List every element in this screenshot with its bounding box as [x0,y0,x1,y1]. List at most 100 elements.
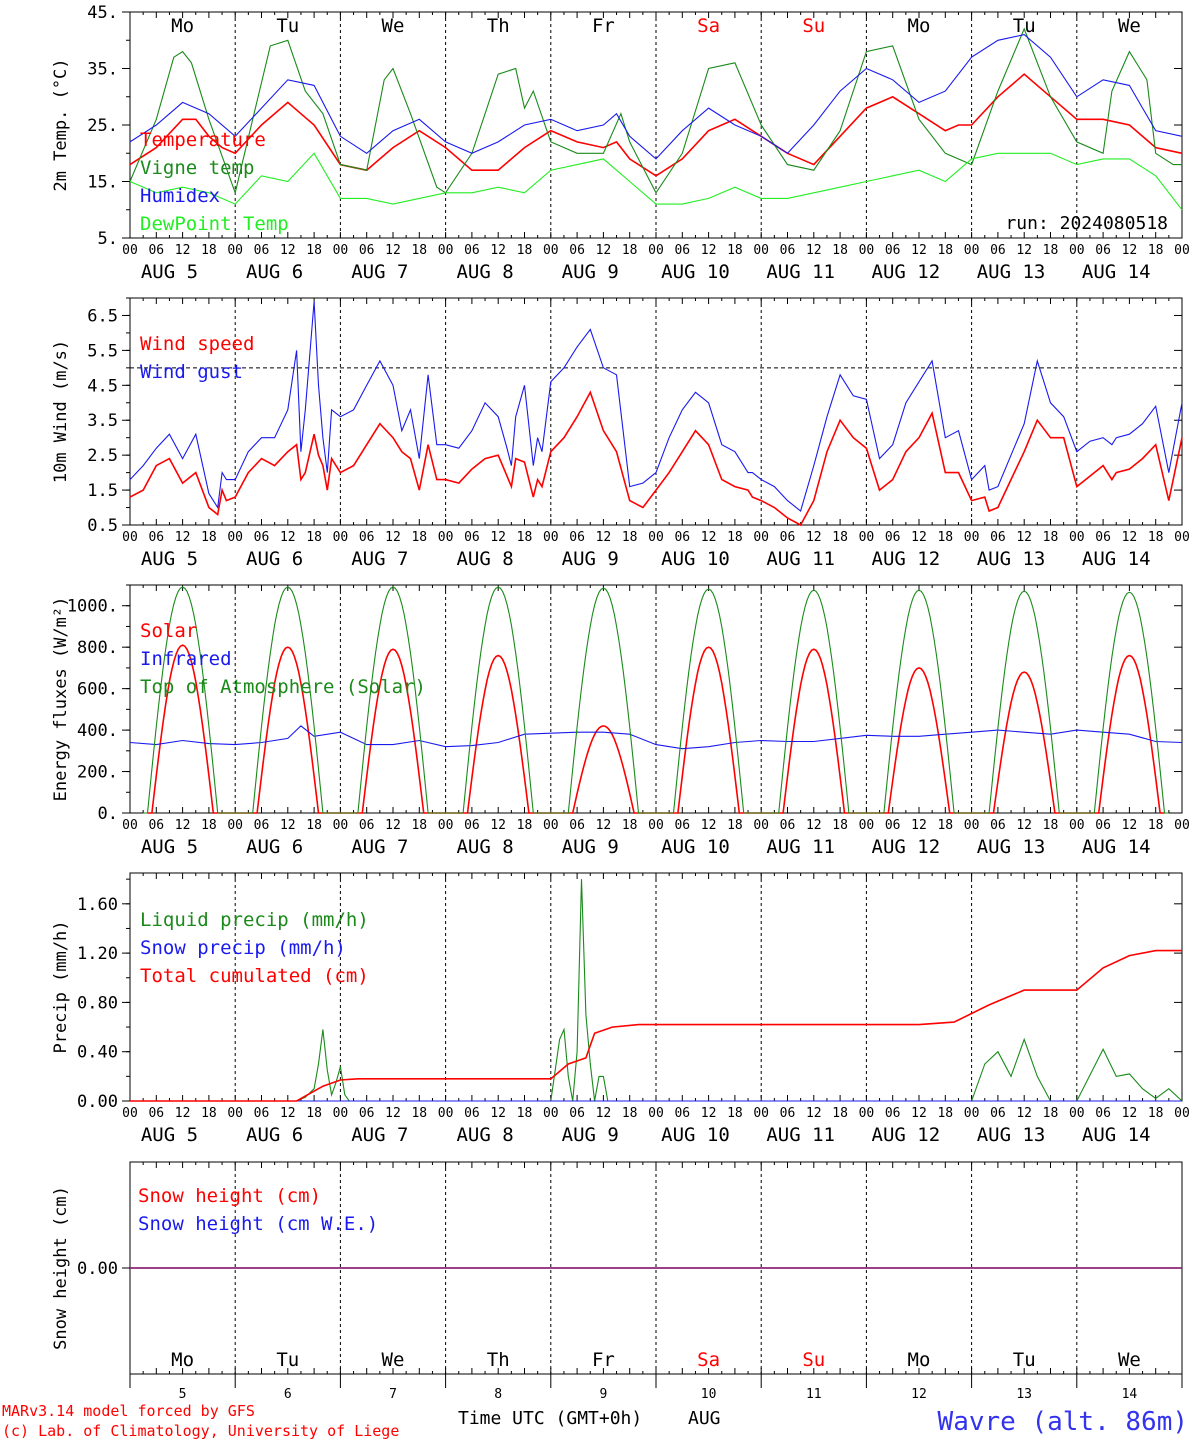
panel-1: 5. 15. 25. 35. 45. 2m Temp. (°C) Temperature Vi… [51,3,1190,283]
weekday-label: Mo [171,1349,194,1371]
hour-label: 12 [490,818,506,833]
hour-label: 12 [911,530,927,545]
hour-label: 12 [1122,243,1138,258]
hour-label: 18 [622,818,638,833]
legend-entry: Temperature [140,129,266,151]
legend-entry: Wind gust [140,361,243,383]
hour-label: 00 [1174,243,1190,258]
hour-label: 18 [411,818,427,833]
hour-label: 12 [806,243,822,258]
weekday-label: Su [802,1349,825,1371]
hour-label: 12 [806,818,822,833]
day-label: AUG 7 [351,1124,408,1146]
hour-label: 06 [464,818,480,833]
day-number: 14 [1122,1387,1138,1402]
hour-label: 18 [832,530,848,545]
hour-label: 12 [175,530,191,545]
legend-entry: Snow height (cm W.E.) [138,1213,378,1235]
hour-label: 18 [1148,243,1164,258]
hour-label: 18 [622,1106,638,1121]
legend-entry: Snow precip (mm/h) [140,937,346,959]
hour-label: 00 [438,530,454,545]
day-number: 9 [599,1387,607,1402]
day-label: AUG 6 [246,261,303,283]
y-tick-label: 1.20 [77,944,118,964]
y-tick-label: 0.80 [77,993,118,1013]
hour-label: 06 [148,1106,164,1121]
hour-label: 12 [1016,1106,1032,1121]
y-tick-label: 200. [77,763,118,783]
legend-entry: Top of Atmosphere (Solar) [140,676,426,698]
hour-label: 12 [701,243,717,258]
hour-label: 12 [280,243,296,258]
hour-label: 06 [254,1106,270,1121]
hour-label: 12 [596,530,612,545]
series-line [129,34,1183,160]
day-label: AUG 12 [872,548,941,570]
weekday-label: Mo [908,15,931,37]
hour-label: 18 [937,1106,953,1121]
hour-label: 18 [1043,1106,1059,1121]
day-label: AUG 13 [977,836,1046,858]
hour-label: 00 [753,243,769,258]
y-tick-label: 0.00 [77,1259,118,1279]
hour-label: 06 [780,530,796,545]
hour-label: 18 [937,530,953,545]
hour-label: 12 [1016,243,1032,258]
hour-label: 18 [832,1106,848,1121]
hour-label: 00 [964,1106,980,1121]
hour-label: 00 [543,243,559,258]
series-line [129,301,1183,512]
hour-label: 00 [648,530,664,545]
legend-entry: Infrared [140,648,232,670]
day-label: AUG 12 [872,1124,941,1146]
hour-label: 00 [543,530,559,545]
hour-label: 06 [990,530,1006,545]
hour-label: 00 [227,530,243,545]
hour-label: 18 [201,818,217,833]
hour-label: 12 [490,1106,506,1121]
hour-label: 06 [780,1106,796,1121]
day-label: AUG 7 [351,261,408,283]
weekday-label: Sa [697,1349,720,1371]
day-label: AUG 11 [766,261,835,283]
day-label: AUG 13 [977,261,1046,283]
y-tick-label: 6.5 [87,306,118,326]
hour-label: 06 [1095,1106,1111,1121]
day-label: AUG 5 [141,261,198,283]
hour-label: 12 [701,530,717,545]
hour-label: 00 [543,818,559,833]
day-number: 7 [389,1387,397,1402]
hour-label: 06 [464,1106,480,1121]
hour-label: 06 [1095,818,1111,833]
y-tick-label: 2.5 [87,446,118,466]
day-label: AUG 14 [1082,1124,1151,1146]
legend-entry: Snow height (cm) [138,1185,321,1207]
hour-label: 18 [201,1106,217,1121]
weekday-label: Tu [1013,1349,1036,1371]
y-tick-label: 0.5 [87,516,118,536]
hour-label: 00 [648,243,664,258]
weekday-label: We [1118,1349,1141,1371]
y-axis-title: Snow height (cm) [51,1186,71,1350]
hour-label: 00 [859,243,875,258]
hour-label: 00 [753,530,769,545]
y-axis-title: Precip (mm/h) [51,920,71,1053]
panel-3: 0. 200. 400. 600. 800. 1000.Energy fluxes (W/… [51,584,1190,858]
hour-label: 12 [701,1106,717,1121]
hour-label: 06 [990,1106,1006,1121]
day-number: 11 [806,1387,822,1402]
hour-label: 18 [1043,243,1059,258]
hour-label: 06 [885,1106,901,1121]
day-label: AUG 12 [872,836,941,858]
day-label: AUG 5 [141,1124,198,1146]
hour-label: 00 [122,530,138,545]
hour-label: 12 [596,243,612,258]
hour-label: 18 [306,530,322,545]
panel-2: 0.5 1.5 2.5 3.5 4.5 5.5 6.5 10m Wind (m/s) Wind … [51,297,1190,570]
hour-label: 00 [753,818,769,833]
hour-label: 00 [122,818,138,833]
day-label: AUG 6 [246,548,303,570]
hour-label: 06 [148,530,164,545]
hour-label: 06 [885,243,901,258]
